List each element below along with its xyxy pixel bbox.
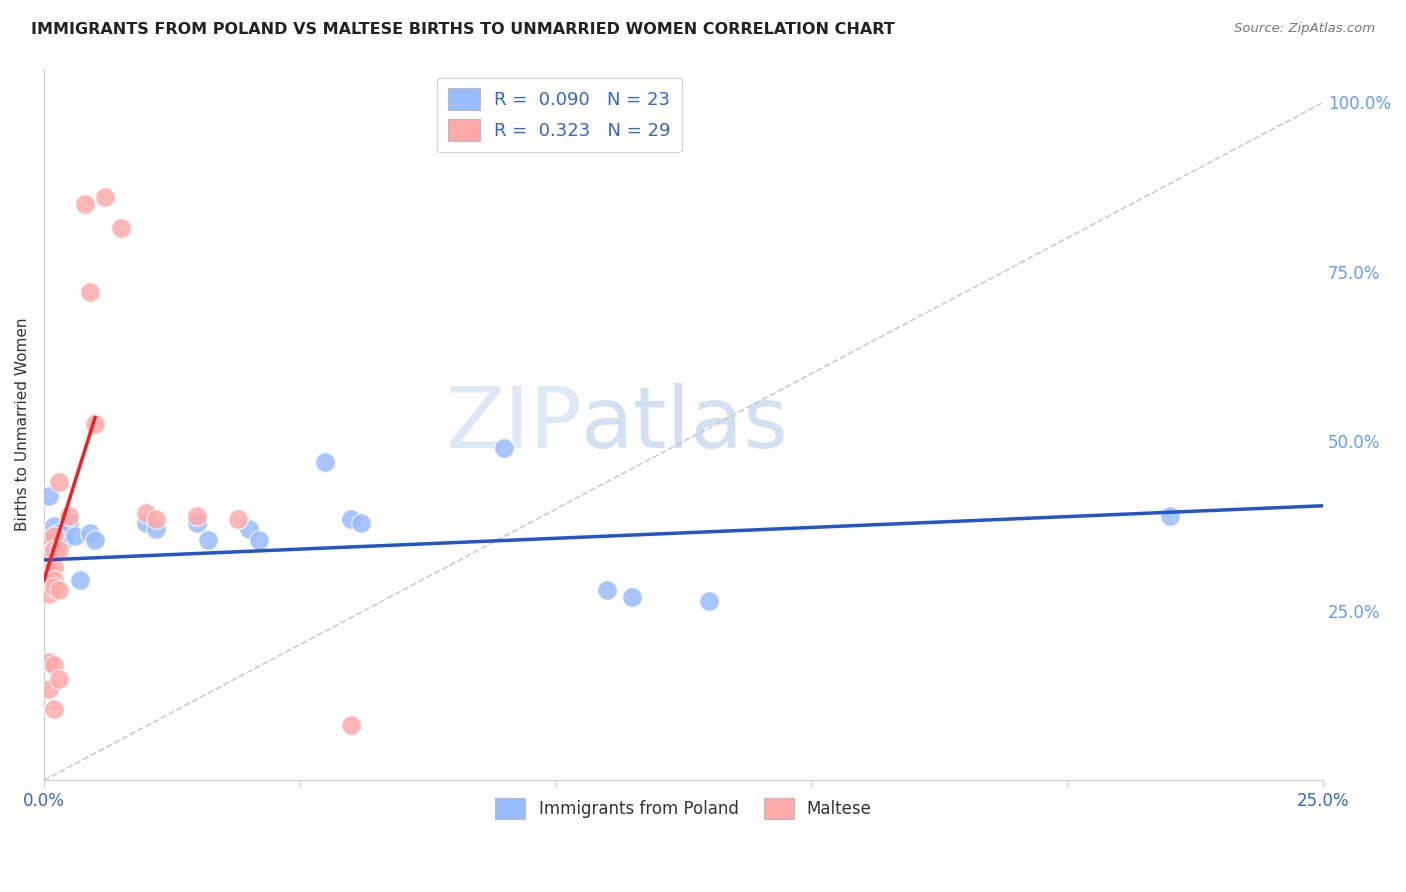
Point bbox=[697, 593, 720, 607]
Text: IMMIGRANTS FROM POLAND VS MALTESE BIRTHS TO UNMARRIED WOMEN CORRELATION CHART: IMMIGRANTS FROM POLAND VS MALTESE BIRTHS… bbox=[31, 22, 894, 37]
Point bbox=[42, 702, 65, 716]
Point bbox=[340, 512, 363, 526]
Point bbox=[135, 516, 157, 530]
Point bbox=[42, 542, 65, 557]
Point bbox=[48, 525, 70, 540]
Y-axis label: Births to Unmarried Women: Births to Unmarried Women bbox=[15, 318, 30, 531]
Point bbox=[79, 525, 101, 540]
Point bbox=[42, 574, 65, 588]
Text: Source: ZipAtlas.com: Source: ZipAtlas.com bbox=[1234, 22, 1375, 36]
Point bbox=[145, 523, 167, 537]
Point bbox=[73, 197, 96, 211]
Text: ZIP: ZIP bbox=[444, 383, 581, 466]
Point bbox=[38, 681, 60, 696]
Point bbox=[247, 533, 270, 547]
Point bbox=[53, 533, 76, 547]
Point bbox=[84, 417, 107, 432]
Point bbox=[58, 508, 80, 523]
Point bbox=[340, 717, 363, 731]
Point bbox=[38, 587, 60, 601]
Point bbox=[94, 190, 117, 204]
Point bbox=[58, 516, 80, 530]
Point bbox=[42, 559, 65, 574]
Point bbox=[494, 441, 516, 455]
Point bbox=[63, 529, 86, 543]
Point bbox=[69, 574, 91, 588]
Point bbox=[135, 506, 157, 520]
Point bbox=[42, 658, 65, 673]
Point bbox=[228, 512, 250, 526]
Point bbox=[38, 655, 60, 669]
Point bbox=[621, 591, 644, 605]
Point bbox=[42, 519, 65, 533]
Point bbox=[197, 533, 219, 547]
Point bbox=[38, 563, 60, 577]
Point bbox=[79, 285, 101, 300]
Point bbox=[48, 475, 70, 489]
Legend: Immigrants from Poland, Maltese: Immigrants from Poland, Maltese bbox=[489, 792, 879, 825]
Point bbox=[145, 512, 167, 526]
Point bbox=[42, 580, 65, 594]
Point bbox=[38, 574, 60, 588]
Point bbox=[84, 533, 107, 547]
Point bbox=[48, 672, 70, 686]
Point bbox=[350, 516, 373, 530]
Point bbox=[238, 523, 260, 537]
Point bbox=[186, 516, 208, 530]
Point bbox=[38, 489, 60, 503]
Point bbox=[48, 583, 70, 598]
Point bbox=[38, 546, 60, 560]
Text: atlas: atlas bbox=[581, 383, 789, 466]
Point bbox=[314, 455, 336, 469]
Point bbox=[48, 542, 70, 557]
Point bbox=[186, 508, 208, 523]
Point bbox=[596, 583, 619, 598]
Point bbox=[42, 529, 65, 543]
Point bbox=[110, 220, 132, 235]
Point bbox=[38, 533, 60, 547]
Point bbox=[1159, 508, 1181, 523]
